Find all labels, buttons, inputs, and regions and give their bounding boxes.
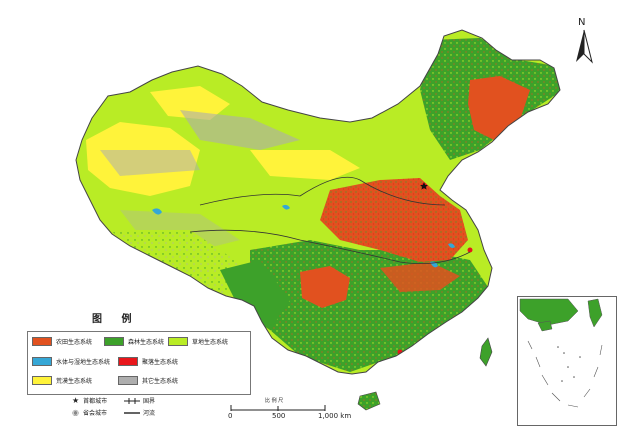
inset-map xyxy=(519,298,603,408)
legend-label-other: 其它生态系统 xyxy=(142,377,179,385)
settlement-shanghai xyxy=(467,247,473,253)
farmland-zone-sichuan xyxy=(300,266,350,308)
forest-zone-southwest xyxy=(220,260,290,330)
star-icon: ★ xyxy=(72,396,80,405)
legend-item-water: 水体与湿地生态系统 xyxy=(32,356,110,366)
scale-tick-1000: 1,000 km xyxy=(318,412,352,420)
swatch-other xyxy=(118,375,138,385)
legend-label-grassland: 草地生态系统 xyxy=(192,338,229,346)
swatch-settlement xyxy=(118,356,138,366)
scale-tick-0: 0 xyxy=(228,412,233,420)
river-yangtze xyxy=(189,229,471,264)
symbol-capital: ★ 首都城市 xyxy=(72,396,107,405)
river-yellow xyxy=(199,176,446,206)
other-zone-north xyxy=(180,110,300,150)
scale-title: 比 例 尺 xyxy=(265,398,284,404)
legend-item-farmland: 农田生态系统 xyxy=(32,336,92,346)
swatch-farmland xyxy=(32,336,52,346)
legend-label-settlement: 聚落生态系统 xyxy=(142,358,179,366)
border-line-icon xyxy=(124,397,140,404)
symbol-provincial-label: 省会城市 xyxy=(82,410,107,417)
lake-north xyxy=(282,204,290,210)
symbol-legend: ★ 首都城市 ◉ 省会城市 国界 河流 xyxy=(62,396,172,420)
taiwan-island xyxy=(479,337,493,367)
lake-taihu xyxy=(448,243,455,248)
legend-item-forest: 森林生态系统 xyxy=(104,336,164,346)
desert-zone-junggar xyxy=(150,86,230,120)
legend-label-farmland: 农田生态系统 xyxy=(56,338,93,346)
symbol-border: 国界 xyxy=(124,396,155,405)
other-zone-west xyxy=(100,150,200,176)
capital-marker xyxy=(420,182,428,190)
swatch-grassland xyxy=(168,336,188,346)
legend-item-desert: 荒漠生态系统 xyxy=(32,375,92,385)
desert-zone-alxa xyxy=(250,150,360,180)
legend-item-other: 其它生态系统 xyxy=(118,375,178,385)
legend-title: 图 例 xyxy=(92,314,140,325)
swatch-desert xyxy=(32,375,52,385)
symbol-provincial: ◉ 省会城市 xyxy=(72,408,107,417)
scale-bar xyxy=(230,405,326,411)
circle-icon: ◉ xyxy=(72,408,79,417)
symbol-border-label: 国界 xyxy=(143,398,156,405)
north-label: N xyxy=(578,17,586,28)
symbol-capital-label: 首都城市 xyxy=(83,398,108,405)
legend xyxy=(27,331,251,395)
hainan-island xyxy=(357,391,381,411)
symbol-river: 河流 xyxy=(124,408,155,417)
grassland-plateau xyxy=(110,230,250,300)
legend-label-water: 水体与湿地生态系统 xyxy=(56,358,111,366)
legend-item-settlement: 聚落生态系统 xyxy=(118,356,178,366)
south-china-sea-inset xyxy=(517,296,617,426)
swatch-water xyxy=(32,356,52,366)
scale-tick-500: 500 xyxy=(272,412,286,420)
national-border xyxy=(75,29,561,375)
farmland-zone-plain xyxy=(320,178,468,262)
legend-label-desert: 荒漠生态系统 xyxy=(56,377,93,385)
lake-qinghai xyxy=(152,208,162,215)
north-arrow-icon xyxy=(576,29,593,64)
legend-item-grassland: 草地生态系统 xyxy=(168,336,228,346)
swatch-forest xyxy=(104,336,124,346)
legend-label-forest: 森林生态系统 xyxy=(128,338,165,346)
farmland-zone-yangtze xyxy=(380,262,460,292)
symbol-river-label: 河流 xyxy=(143,410,156,417)
river-line-icon xyxy=(124,411,140,414)
